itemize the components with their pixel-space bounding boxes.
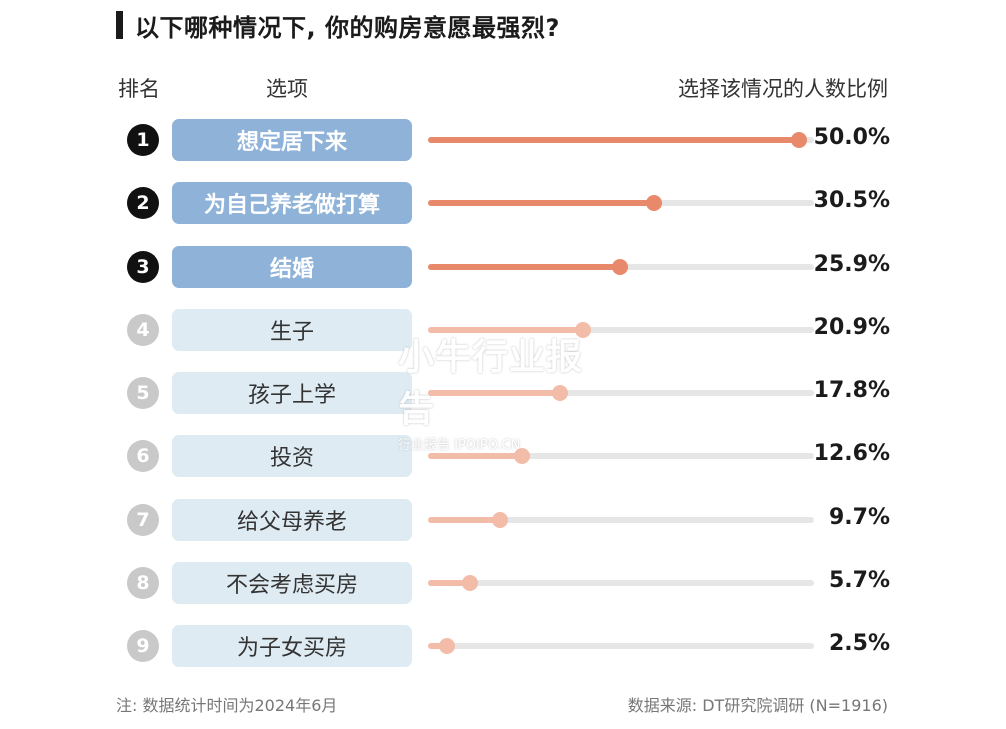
bar-end-dot [552,385,568,401]
value-label: 2.5% [828,631,890,656]
chart-row: 5 孩子上学 17.8% [0,372,1006,414]
category-label: 生子 [172,309,412,351]
bar-end-dot [462,575,478,591]
chart-row: 9 为子女买房 2.5% [0,625,1006,667]
category-label: 不会考虑买房 [172,562,412,604]
title-accent-bar [116,11,123,39]
category-label: 想定居下来 [172,119,412,161]
value-label: 5.7% [828,568,890,593]
bar-fill [428,390,560,396]
footer-source: 数据来源: DT研究院调研 (N=1916) [627,696,888,715]
bar-track [428,132,814,148]
rank-badge: 9 [127,630,159,662]
category-label: 投资 [172,435,412,477]
rank-badge: 7 [127,504,159,536]
bar-end-dot [612,259,628,275]
bar-fill [428,200,654,206]
chart-title: 以下哪种情况下, 你的购房意愿最强烈? [135,13,560,42]
rank-badge: 2 [127,187,159,219]
value-label: 25.9% [813,252,890,277]
chart-row: 4 生子 20.9% [0,309,1006,351]
bar-track [428,322,814,338]
chart-row: 6 投资 12.6% [0,435,1006,477]
chart-row: 1 想定居下来 50.0% [0,119,1006,161]
chart-row: 7 给父母养老 9.7% [0,499,1006,541]
value-label: 9.7% [828,505,890,530]
bar-fill [428,453,522,459]
bar-end-dot [514,448,530,464]
bar-track [428,575,814,591]
bar-fill [428,517,500,523]
rank-badge: 1 [127,124,159,156]
category-label: 为自己养老做打算 [172,182,412,224]
rank-badge: 3 [127,251,159,283]
bar-fill [428,264,620,270]
category-label: 为子女买房 [172,625,412,667]
bar-track [428,448,814,464]
bar-track [428,195,814,211]
bar-track [428,385,814,401]
footer-note: 注: 数据统计时间为2024年6月 [116,696,338,715]
rank-badge: 8 [127,567,159,599]
header-rank: 排名 [118,77,160,101]
bar-track [428,512,814,528]
bar-track [428,638,814,654]
bar-fill [428,643,447,649]
chart-row: 3 结婚 25.9% [0,246,1006,288]
category-label: 结婚 [172,246,412,288]
value-label: 17.8% [813,378,890,403]
bar-fill [428,327,583,333]
rank-badge: 6 [127,440,159,472]
value-label: 30.5% [813,188,890,213]
chart-title-block: 以下哪种情况下, 你的购房意愿最强烈? [116,8,560,42]
bar-track [428,259,814,275]
bar-fill [428,137,799,143]
header-option: 选项 [266,77,308,101]
chart-row: 8 不会考虑买房 5.7% [0,562,1006,604]
bar-end-dot [575,322,591,338]
category-label: 给父母养老 [172,499,412,541]
bar-end-dot [791,132,807,148]
value-label: 12.6% [813,441,890,466]
category-label: 孩子上学 [172,372,412,414]
bar-end-dot [492,512,508,528]
chart-row: 2 为自己养老做打算 30.5% [0,182,1006,224]
rank-badge: 4 [127,314,159,346]
rank-badge: 5 [127,377,159,409]
value-label: 20.9% [813,315,890,340]
value-label: 50.0% [813,125,890,150]
header-ratio: 选择该情况的人数比例 [678,77,888,101]
bar-fill [428,580,470,586]
bar-end-dot [439,638,455,654]
bar-end-dot [646,195,662,211]
